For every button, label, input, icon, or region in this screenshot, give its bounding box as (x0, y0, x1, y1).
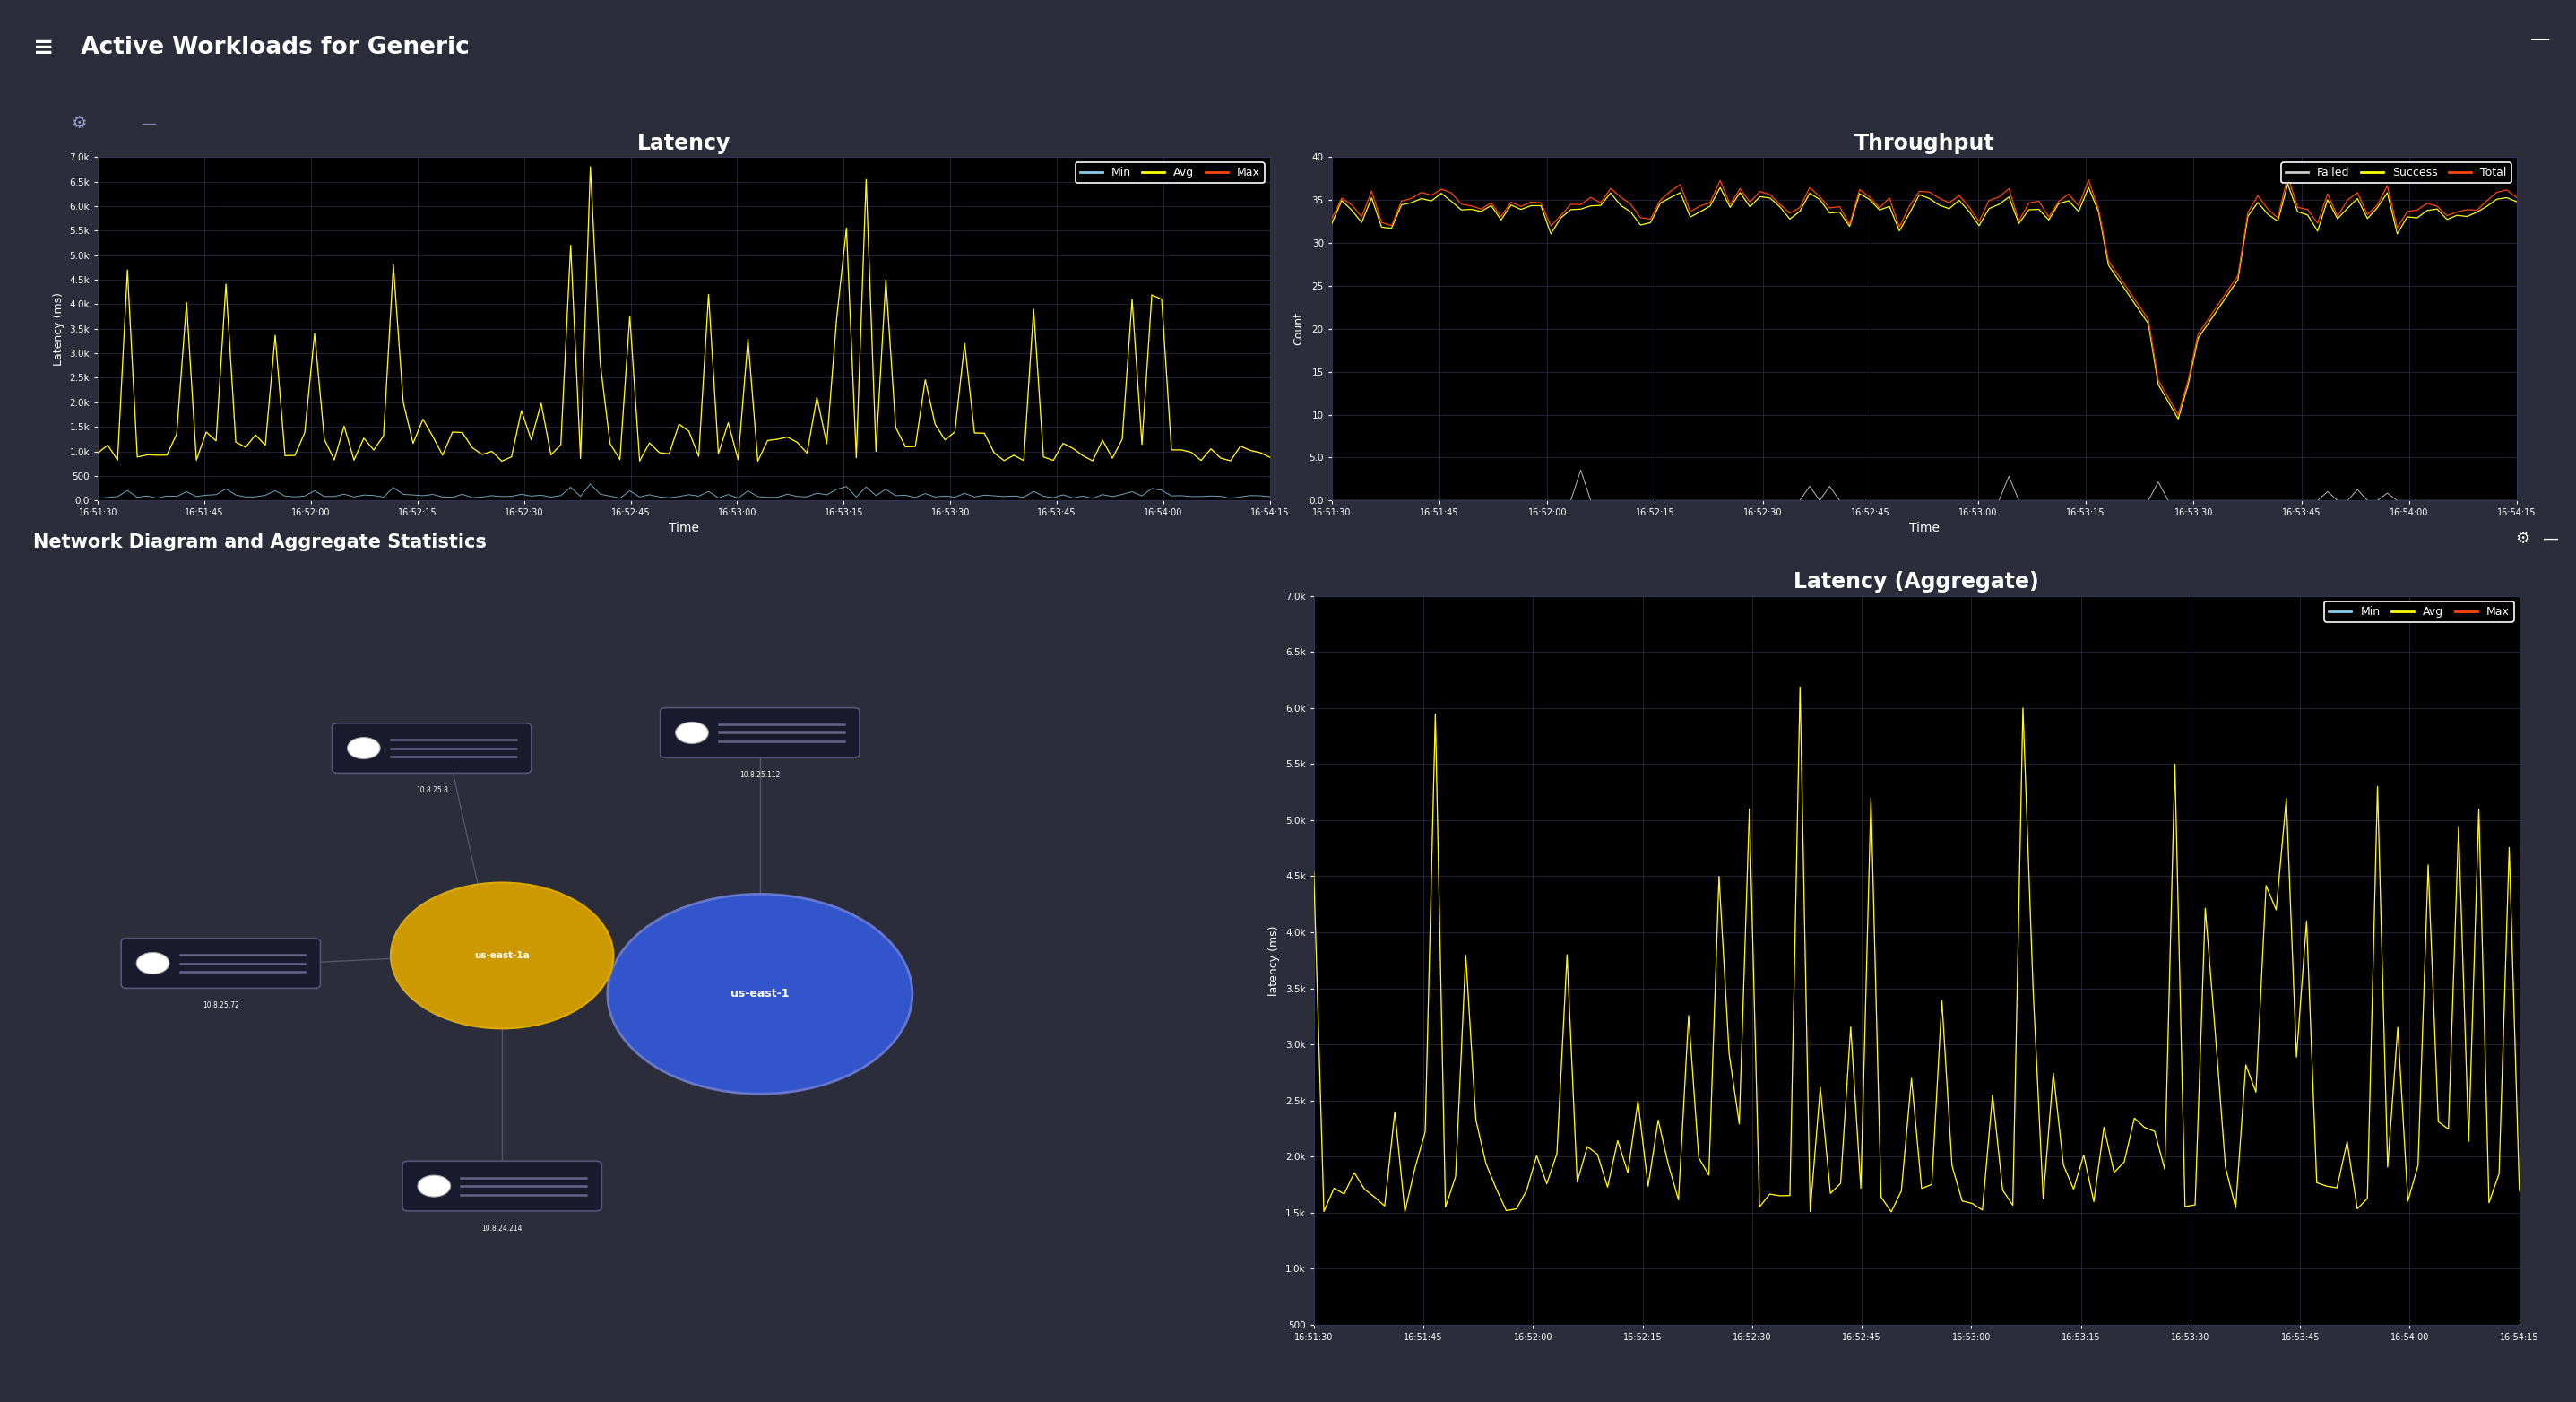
Text: ⚙: ⚙ (72, 115, 88, 132)
Circle shape (137, 952, 170, 974)
Circle shape (348, 737, 381, 758)
Text: Network Diagram and Aggregate Statistics: Network Diagram and Aggregate Statistics (33, 533, 487, 551)
Text: 10.8.25.8: 10.8.25.8 (415, 787, 448, 794)
Circle shape (417, 1175, 451, 1197)
Legend: Failed, Success, Total: Failed, Success, Total (2282, 163, 2512, 184)
Y-axis label: Count: Count (1293, 313, 1303, 345)
Legend: Min, Avg, Max: Min, Avg, Max (2324, 601, 2514, 622)
Y-axis label: Latency (ms): Latency (ms) (52, 292, 64, 366)
Title: Throughput: Throughput (1855, 133, 1994, 154)
Text: —: — (142, 115, 155, 132)
Text: us-east-1: us-east-1 (732, 988, 788, 1000)
Text: —: — (2543, 530, 2558, 547)
Text: 10.8.24.214: 10.8.24.214 (482, 1224, 523, 1232)
FancyBboxPatch shape (402, 1161, 603, 1211)
Circle shape (392, 883, 613, 1029)
X-axis label: Time: Time (670, 522, 698, 534)
Text: us-east-1a: us-east-1a (474, 951, 531, 960)
X-axis label: Time: Time (1909, 522, 1940, 534)
Circle shape (675, 722, 708, 743)
FancyBboxPatch shape (121, 938, 319, 988)
Text: 10.8.25.72: 10.8.25.72 (204, 1001, 240, 1009)
Text: —: — (2530, 31, 2550, 48)
Title: Latency (Aggregate): Latency (Aggregate) (1793, 572, 2040, 593)
Text: ≡: ≡ (33, 35, 54, 60)
Text: ⚙: ⚙ (2514, 530, 2530, 547)
FancyBboxPatch shape (659, 708, 860, 757)
Title: Latency: Latency (636, 133, 732, 154)
Text: 10.8.25.112: 10.8.25.112 (739, 771, 781, 780)
Text: Active Workloads for Generic: Active Workloads for Generic (64, 36, 469, 59)
Legend: Min, Avg, Max: Min, Avg, Max (1074, 163, 1265, 184)
Y-axis label: latency (ms): latency (ms) (1267, 925, 1280, 995)
FancyBboxPatch shape (332, 723, 531, 773)
Circle shape (608, 894, 912, 1094)
